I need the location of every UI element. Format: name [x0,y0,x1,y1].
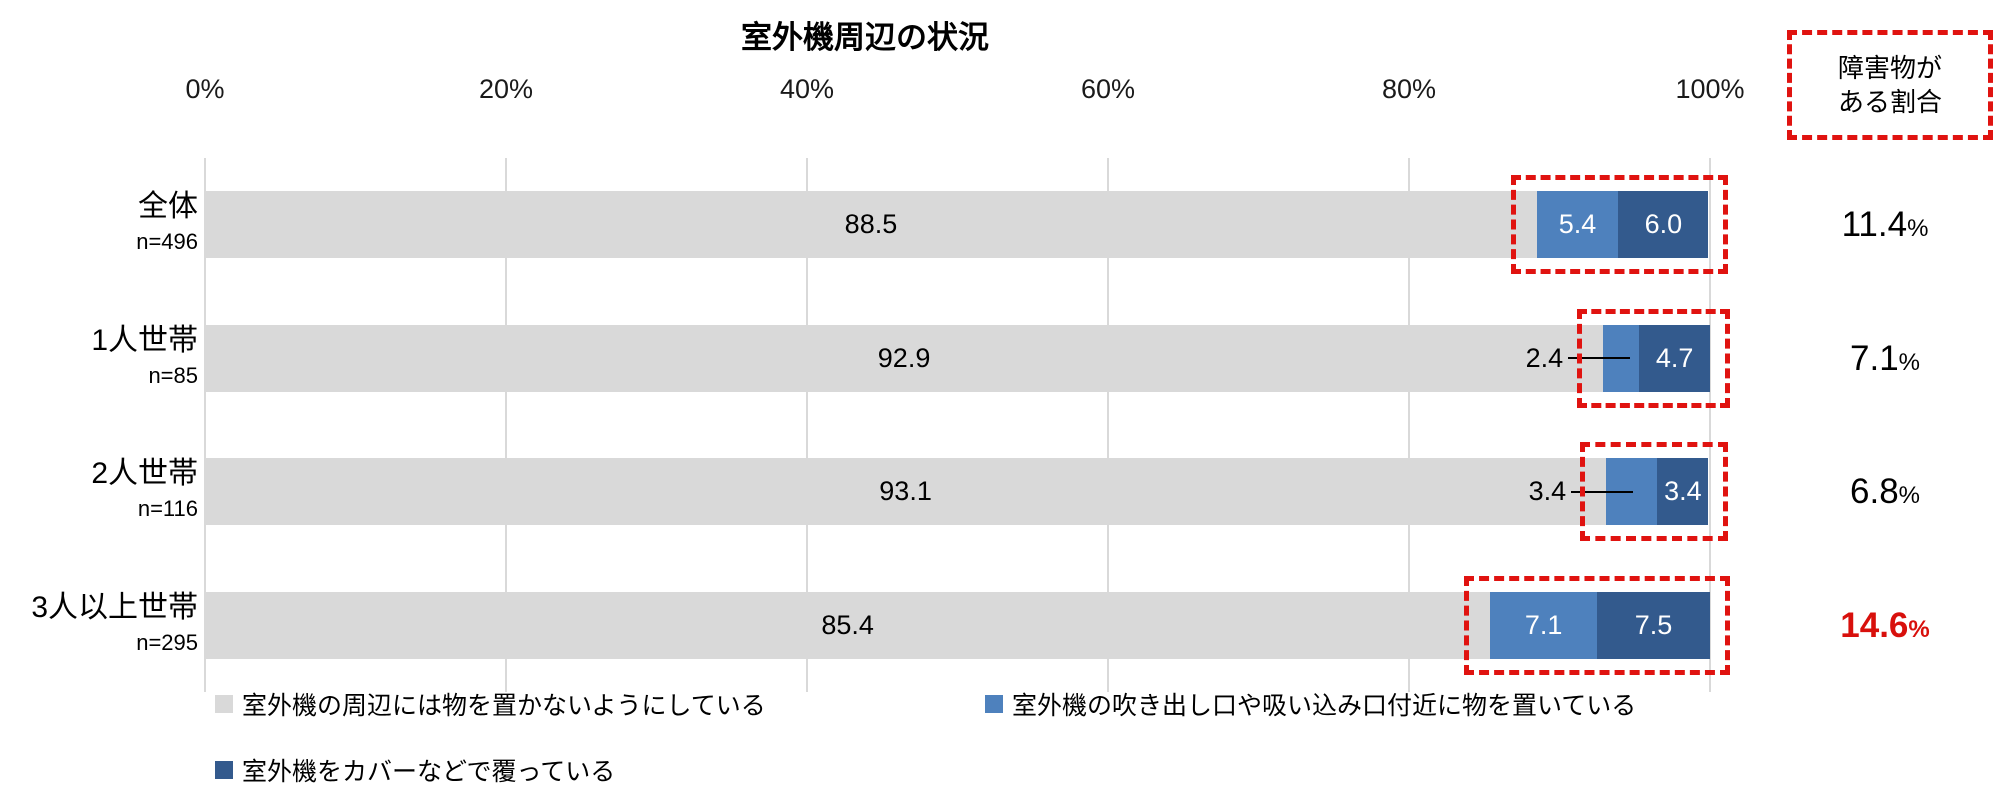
sample-size: n=295 [136,629,198,655]
segment-covered [1639,324,1710,392]
legend-marker-square [215,695,233,713]
category-name: 3人以上世帯 [31,590,198,624]
segment-no-objects [205,591,1491,659]
value-label-objects-near-outlet: 3.4 [1528,476,1567,507]
value-label-no-objects: 85.4 [821,609,874,640]
gridline [1408,158,1410,692]
x-axis-tick: 40% [779,74,835,104]
x-axis-tick: 80% [1381,74,1437,104]
segment-no-objects [205,191,1537,259]
gridline [204,158,206,692]
x-axis-tick: 60% [1080,74,1136,104]
segment-covered [1597,591,1710,659]
legend-item: 室外機の周辺には物を置かないようにしている [215,686,766,722]
percent-sign: % [1907,215,1929,243]
segment-no-objects [205,324,1604,392]
category-label: 1人世帯 n=85 [0,321,198,391]
highlight-box [1580,442,1729,542]
gridline [1107,158,1109,692]
x-axis-tick: 0% [185,74,225,104]
legend-item: 室外機の吹き出し口や吸い込み口付近に物を置いている [985,686,1636,722]
obstacle-rate-header-line1: 障害物が [1837,53,1942,83]
gridline [505,158,507,692]
bar-row: 2人世帯 n=116 93.1 3.4 3.4 6.8% [0,442,2000,542]
legend-label: 室外機をカバーなどで覆っている [242,758,616,786]
category-label: 全体 n=496 [0,187,198,257]
sample-size: n=116 [137,496,198,522]
value-label-no-objects: 88.5 [844,209,898,240]
leader-line [1568,357,1631,360]
segment-objects-near-outlet [1536,191,1619,259]
x-axis-tick: 100% [1675,74,1745,104]
highlight-box [1510,175,1729,275]
sample-size: n=85 [148,362,198,388]
segment-covered [1657,458,1709,526]
category-label: 2人世帯 n=116 [0,454,198,524]
value-label-objects-near-outlet: 5.4 [1558,209,1597,240]
obstacle-rate-value: 14.6% [1775,592,1995,666]
obstacle-rate-number: 6.8 [1850,472,1899,512]
x-axis-tick: 20% [478,74,534,104]
value-label-covered: 4.7 [1655,342,1694,373]
bar-row: 全体 n=496 88.5 5.4 6.0 11.4% [0,175,2000,275]
category-name: 2人世帯 [91,457,198,491]
legend-item: 室外機をカバーなどで覆っている [215,752,615,788]
obstacle-rate-header-line2: ある割合 [1837,87,1942,117]
value-label-covered: 3.4 [1664,476,1702,507]
legend-label: 室外機の吹き出し口や吸い込み口付近に物を置いている [1012,692,1637,720]
leader-line [1571,490,1634,493]
segment-objects-near-outlet [1490,591,1598,659]
legend-label: 室外機の周辺には物を置かないようにしている [242,692,766,720]
percent-sign: % [1898,348,1920,376]
obstacle-rate-number: 11.4 [1841,205,1908,245]
segment-covered [1618,191,1709,259]
value-label-objects-near-outlet: 2.4 [1525,342,1564,373]
legend-marker-square [985,695,1003,713]
chart-title: 室外機周辺の状況 [741,20,989,55]
obstacle-rate-value: 7.1% [1775,325,1995,399]
obstacle-rate-value: 11.4% [1775,191,1995,265]
obstacle-rate-number: 7.1 [1850,338,1899,378]
category-name: 1人世帯 [91,323,198,357]
highlight-box [1577,308,1730,408]
obstacle-rate-value: 6.8% [1775,458,1995,532]
bar-row: 3人以上世帯 n=295 85.4 7.1 7.5 14.6% [0,575,2000,675]
value-label-no-objects: 93.1 [879,476,932,507]
gridline [1709,158,1711,692]
bar-row: 1人世帯 n=85 92.9 2.4 4.7 7.1% [0,308,2000,408]
category-label: 3人以上世帯 n=295 [0,588,198,658]
value-label-covered: 7.5 [1634,609,1673,640]
value-label-objects-near-outlet: 7.1 [1524,609,1563,640]
percent-sign: % [1908,615,1930,643]
gridline [806,158,808,692]
highlight-box [1464,575,1730,675]
segment-no-objects [205,458,1607,526]
sample-size: n=496 [136,229,198,255]
legend-marker-square [215,761,233,779]
value-label-covered: 6.0 [1644,209,1683,240]
value-label-no-objects: 92.9 [877,342,931,373]
obstacle-rate-number: 14.6 [1840,605,1909,645]
category-name: 全体 [138,190,198,224]
percent-sign: % [1898,482,1920,510]
obstacle-rate-header: 障害物が ある割合 [1787,30,1993,140]
